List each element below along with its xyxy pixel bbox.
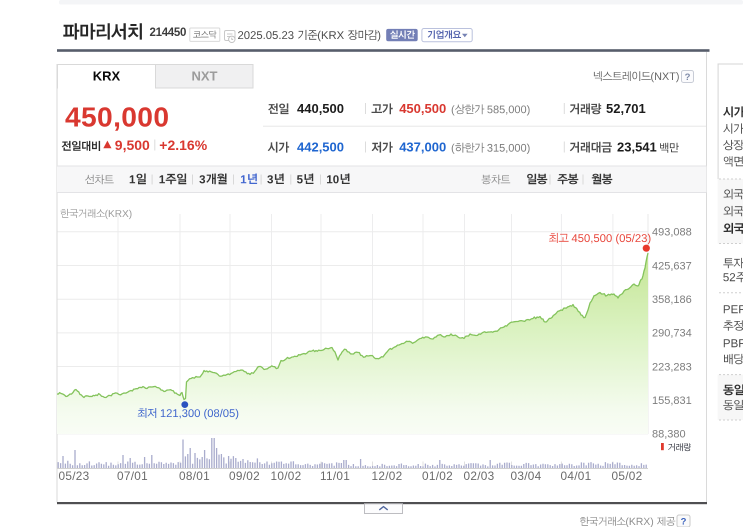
- svg-text:10/02: 10/02: [271, 469, 302, 483]
- svg-text:214450: 214450: [150, 27, 187, 39]
- svg-text:23,541: 23,541: [617, 140, 657, 155]
- svg-text:01/02: 01/02: [422, 469, 453, 483]
- svg-text:+2.16%: +2.16%: [159, 137, 207, 153]
- svg-text:KRX: KRX: [93, 69, 121, 84]
- svg-text:05/23: 05/23: [59, 469, 90, 483]
- svg-text:493,088: 493,088: [652, 227, 692, 239]
- svg-text:450,500: 450,500: [399, 101, 446, 116]
- svg-text:09/02: 09/02: [229, 469, 260, 483]
- svg-text:11/01: 11/01: [320, 469, 350, 483]
- svg-text:12/02: 12/02: [372, 469, 403, 483]
- svg-text:05/02: 05/02: [612, 469, 643, 483]
- svg-text:NXT: NXT: [192, 69, 218, 84]
- svg-text:358,186: 358,186: [652, 294, 692, 306]
- svg-text:440,500: 440,500: [297, 101, 344, 116]
- svg-text:223,283: 223,283: [652, 361, 692, 373]
- svg-text:442,500: 442,500: [297, 140, 344, 155]
- svg-text:425,637: 425,637: [652, 260, 692, 272]
- svg-text:02/03: 02/03: [464, 469, 495, 483]
- svg-text:88,380: 88,380: [652, 429, 686, 441]
- svg-text:?: ?: [685, 72, 691, 83]
- svg-text:450,000: 450,000: [65, 101, 169, 133]
- svg-text:08/01: 08/01: [179, 469, 210, 483]
- svg-text:9,500: 9,500: [115, 137, 150, 153]
- svg-text:52,701: 52,701: [606, 101, 646, 116]
- svg-text:?: ?: [681, 517, 687, 527]
- svg-text:437,000: 437,000: [399, 140, 446, 155]
- svg-text:07/01: 07/01: [117, 469, 148, 483]
- svg-text:03/04: 03/04: [511, 469, 542, 483]
- svg-text:290,734: 290,734: [652, 328, 692, 340]
- svg-text:155,831: 155,831: [652, 395, 692, 407]
- svg-text:04/01: 04/01: [561, 469, 592, 483]
